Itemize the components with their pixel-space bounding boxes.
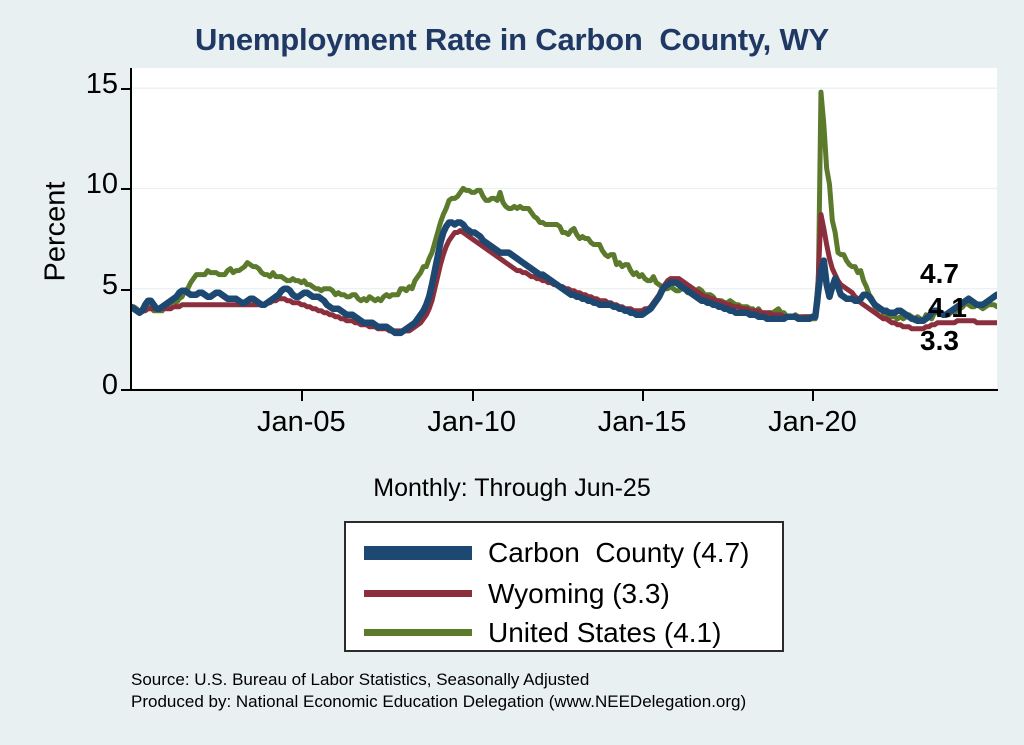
x-tick-label-Jan-10: Jan-10 bbox=[427, 406, 517, 438]
y-tick-label-0: 0 bbox=[101, 369, 118, 401]
footer-producer: Produced by: National Economic Education… bbox=[131, 692, 747, 711]
series-line-carbon-county bbox=[131, 219, 997, 337]
end-label-county: 4.7 bbox=[920, 258, 959, 289]
legend-swatch-carbon-county bbox=[364, 545, 472, 560]
legend-swatch-wyoming bbox=[364, 590, 472, 597]
y-axis-line bbox=[130, 68, 132, 390]
y-tick-label-5: 5 bbox=[101, 268, 118, 301]
chart-legend: Carbon County (4.7) Wyoming (3.3) United… bbox=[344, 521, 784, 652]
end-label-us: 4.1 bbox=[928, 292, 967, 323]
legend-label-carbon-county: Carbon County (4.7) bbox=[488, 536, 750, 568]
x-tick-label-Jan-15: Jan-15 bbox=[597, 406, 687, 438]
y-tick-mark-5 bbox=[121, 288, 131, 291]
legend-item-carbon-county[interactable]: Carbon County (4.7) bbox=[346, 531, 786, 574]
legend-item-united-states[interactable]: United States (4.1) bbox=[346, 611, 786, 654]
series-line-united-states bbox=[131, 89, 997, 324]
legend-swatch-united-states bbox=[364, 629, 472, 636]
legend-label-united-states: United States (4.1) bbox=[488, 616, 722, 648]
x-tick-mark-Jan-10 bbox=[471, 391, 474, 401]
y-tick-mark-15 bbox=[121, 88, 131, 91]
legend-label-wyoming: Wyoming (3.3) bbox=[488, 577, 670, 609]
chart-subtitle: Monthly: Through Jun-25 bbox=[373, 474, 651, 502]
y-tick-label-15: 15 bbox=[85, 68, 118, 101]
x-tick-label-Jan-20: Jan-20 bbox=[768, 406, 857, 438]
legend-item-wyoming[interactable]: Wyoming (3.3) bbox=[346, 572, 786, 615]
x-axis-line bbox=[130, 389, 998, 391]
y-tick-label-10: 10 bbox=[85, 168, 118, 201]
y-tick-mark-0 bbox=[121, 389, 131, 391]
x-tick-mark-Jan-05 bbox=[301, 391, 304, 401]
x-tick-mark-Jan-20 bbox=[812, 391, 815, 401]
x-tick-mark-Jan-15 bbox=[642, 391, 645, 401]
y-tick-mark-10 bbox=[121, 188, 131, 191]
page-title: Unemployment Rate in Carbon County, WY bbox=[194, 22, 830, 57]
x-tick-label-Jan-05: Jan-05 bbox=[257, 406, 346, 438]
plot-area bbox=[131, 68, 997, 389]
footer-source: Source: U.S. Bureau of Labor Statistics,… bbox=[131, 670, 590, 689]
end-label-state: 3.3 bbox=[920, 325, 959, 356]
series-canvas bbox=[131, 87, 997, 389]
